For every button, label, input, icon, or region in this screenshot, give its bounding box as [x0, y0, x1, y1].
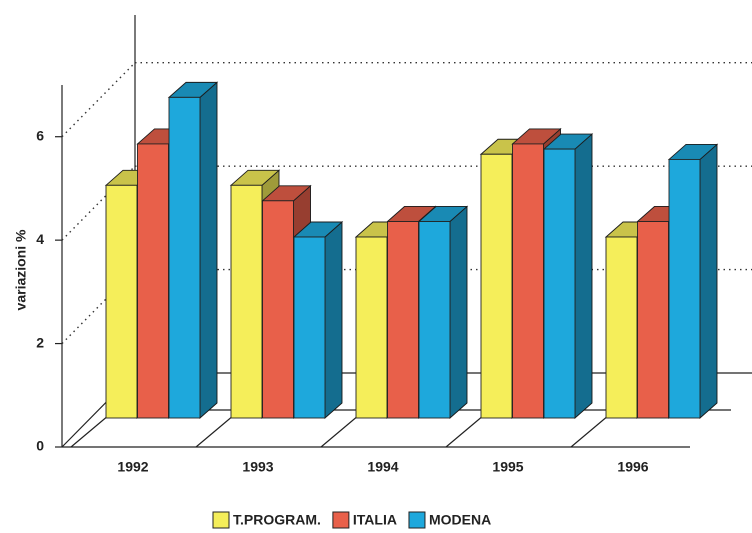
bar-front [105, 184, 138, 419]
grid-line [61, 165, 136, 241]
bar-front [355, 236, 388, 419]
bar-side [199, 81, 218, 419]
y-tick-label: 4 [36, 231, 44, 247]
bar [542, 133, 594, 419]
grid-line [61, 62, 136, 138]
grid-line [61, 269, 136, 345]
y-axis-label: variazioni % [13, 229, 29, 310]
bar [417, 205, 469, 419]
bar-front [230, 184, 263, 419]
bar-front [168, 96, 201, 419]
legend-label: T.PROGRAM. [233, 512, 321, 528]
legend-swatch [212, 511, 230, 529]
bar-front [262, 200, 294, 419]
bar-front [512, 143, 544, 419]
bar [167, 81, 219, 419]
bar [292, 221, 344, 419]
x-tick-label: 1993 [242, 459, 273, 475]
legend-label: ITALIA [353, 512, 397, 528]
y-tick-label: 2 [36, 334, 44, 350]
x-tick-label: 1994 [367, 459, 398, 475]
bar-front [668, 158, 701, 419]
y-tick-label: 0 [36, 438, 44, 454]
legend-swatch [332, 511, 350, 529]
legend-swatch [408, 511, 426, 529]
legend: T.PROGRAM. ITALIA MODENA [212, 511, 491, 529]
bar-front [480, 153, 513, 419]
bar-side [699, 143, 718, 419]
bar-side [574, 133, 593, 419]
y-tick-label: 6 [36, 127, 44, 143]
bar-front [543, 148, 576, 419]
x-tick-label: 1995 [492, 459, 523, 475]
bar-front [605, 236, 638, 419]
bar [667, 143, 719, 419]
x-tick-label: 1992 [117, 459, 148, 475]
legend-label: MODENA [429, 512, 491, 528]
bar-front [293, 236, 326, 419]
bar-front [637, 221, 669, 419]
bar-side [324, 221, 343, 419]
bar-front [418, 221, 451, 419]
bar-front [387, 221, 419, 419]
bar-side [449, 205, 468, 419]
x-tick-label: 1996 [617, 459, 648, 475]
bar-front [137, 143, 169, 419]
